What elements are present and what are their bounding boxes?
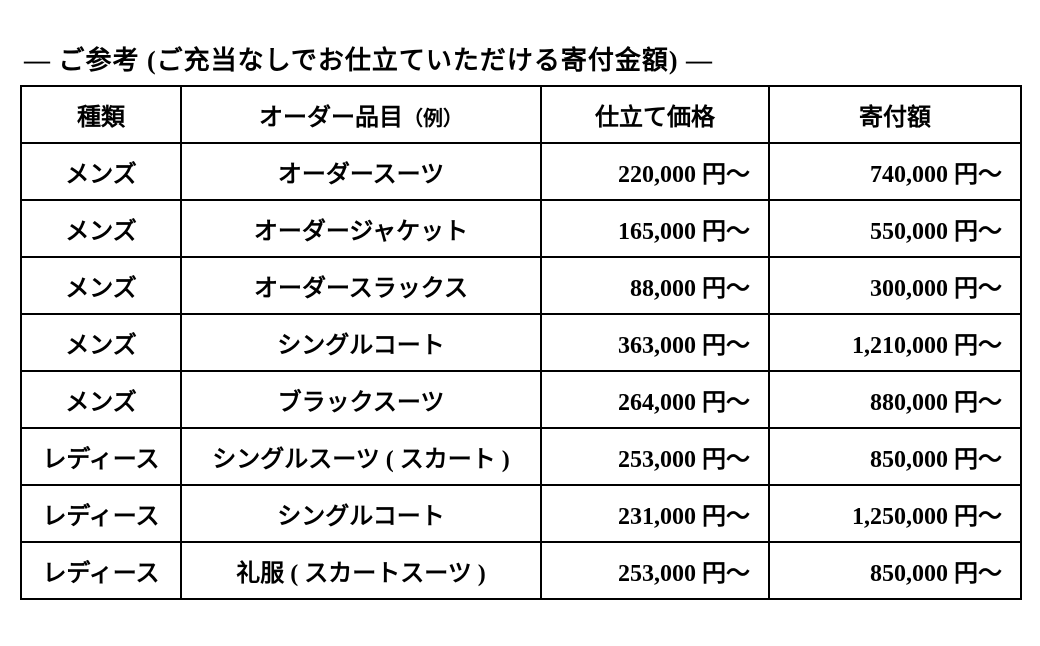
cell-donation: 880,000 円～ <box>769 371 1021 428</box>
cell-type: メンズ <box>21 143 181 200</box>
cell-type: レディース <box>21 485 181 542</box>
table-header-row: 種類 オーダー品目（例） 仕立て価格 寄付額 <box>21 86 1021 143</box>
cell-item: ブラックスーツ <box>181 371 541 428</box>
cell-donation: 300,000 円～ <box>769 257 1021 314</box>
cell-price: 231,000 円～ <box>541 485 769 542</box>
table-row: レディース シングルコート 231,000 円～ 1,250,000 円～ <box>21 485 1021 542</box>
reference-table: 種類 オーダー品目（例） 仕立て価格 寄付額 メンズ オーダースーツ 220,0… <box>20 85 1022 600</box>
cell-price: 165,000 円～ <box>541 200 769 257</box>
cell-item: オーダースラックス <box>181 257 541 314</box>
cell-price: 363,000 円～ <box>541 314 769 371</box>
header-item-sub: （例） <box>403 108 463 130</box>
cell-type: メンズ <box>21 371 181 428</box>
table-row: メンズ オーダースーツ 220,000 円～ 740,000 円～ <box>21 143 1021 200</box>
cell-item: シングルコート <box>181 485 541 542</box>
cell-donation: 1,250,000 円～ <box>769 485 1021 542</box>
table-row: メンズ オーダージャケット 165,000 円～ 550,000 円～ <box>21 200 1021 257</box>
cell-type: メンズ <box>21 200 181 257</box>
page-title: ― ご参考 (ご充当なしでお仕立ていただける寄付金額) ― <box>20 40 1020 77</box>
table-row: レディース 礼服 ( スカートスーツ ) 253,000 円～ 850,000 … <box>21 542 1021 599</box>
table-row: メンズ オーダースラックス 88,000 円～ 300,000 円～ <box>21 257 1021 314</box>
table-row: レディース シングルスーツ ( スカート ) 253,000 円～ 850,00… <box>21 428 1021 485</box>
cell-item: オーダージャケット <box>181 200 541 257</box>
cell-type: メンズ <box>21 257 181 314</box>
cell-donation: 850,000 円～ <box>769 428 1021 485</box>
cell-donation: 550,000 円～ <box>769 200 1021 257</box>
cell-item: 礼服 ( スカートスーツ ) <box>181 542 541 599</box>
cell-price: 88,000 円～ <box>541 257 769 314</box>
cell-price: 253,000 円～ <box>541 428 769 485</box>
table-body: メンズ オーダースーツ 220,000 円～ 740,000 円～ メンズ オー… <box>21 143 1021 599</box>
header-item-main: オーダー品目 <box>259 105 403 131</box>
cell-type: メンズ <box>21 314 181 371</box>
header-item: オーダー品目（例） <box>181 86 541 143</box>
cell-type: レディース <box>21 542 181 599</box>
cell-item: オーダースーツ <box>181 143 541 200</box>
cell-price: 264,000 円～ <box>541 371 769 428</box>
cell-type: レディース <box>21 428 181 485</box>
header-price: 仕立て価格 <box>541 86 769 143</box>
cell-item: シングルスーツ ( スカート ) <box>181 428 541 485</box>
cell-donation: 740,000 円～ <box>769 143 1021 200</box>
header-type: 種類 <box>21 86 181 143</box>
header-donation: 寄付額 <box>769 86 1021 143</box>
cell-donation: 850,000 円～ <box>769 542 1021 599</box>
table-row: メンズ シングルコート 363,000 円～ 1,210,000 円～ <box>21 314 1021 371</box>
cell-item: シングルコート <box>181 314 541 371</box>
cell-price: 253,000 円～ <box>541 542 769 599</box>
cell-donation: 1,210,000 円～ <box>769 314 1021 371</box>
table-row: メンズ ブラックスーツ 264,000 円～ 880,000 円～ <box>21 371 1021 428</box>
cell-price: 220,000 円～ <box>541 143 769 200</box>
